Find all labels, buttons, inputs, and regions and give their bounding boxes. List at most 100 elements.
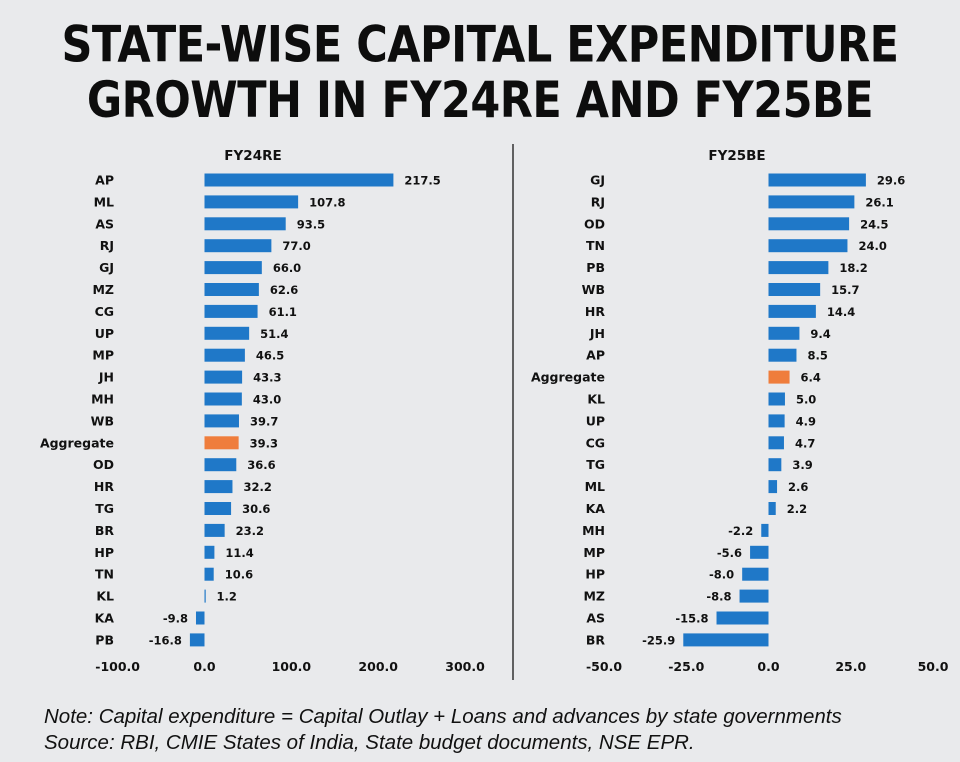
data-label: 217.5 bbox=[404, 174, 440, 188]
category-label: PB bbox=[95, 632, 114, 647]
category-label: KL bbox=[587, 392, 605, 407]
category-label: MP bbox=[583, 545, 605, 560]
chart-title: STATE-WISE CAPITAL EXPENDITURE GROWTH IN… bbox=[0, 18, 960, 128]
bar bbox=[768, 326, 800, 340]
data-label: 11.4 bbox=[225, 546, 253, 560]
category-label: ML bbox=[585, 479, 605, 494]
bar bbox=[204, 392, 242, 406]
category-label: GJ bbox=[99, 260, 114, 275]
data-label: 24.0 bbox=[858, 239, 886, 253]
category-label: OD bbox=[584, 216, 605, 231]
bar bbox=[204, 502, 232, 515]
data-label: 39.7 bbox=[250, 414, 278, 428]
data-label: -8.8 bbox=[706, 590, 731, 604]
data-label: 30.6 bbox=[242, 502, 270, 516]
category-label: HR bbox=[585, 304, 605, 319]
tick-label: -100.0 bbox=[95, 659, 140, 674]
bar bbox=[204, 523, 225, 537]
data-label: 8.5 bbox=[807, 349, 827, 363]
data-label: 62.6 bbox=[270, 283, 298, 297]
bar bbox=[739, 589, 769, 603]
category-label: Aggregate bbox=[40, 435, 114, 450]
category-label: UP bbox=[95, 326, 114, 341]
bar bbox=[742, 567, 769, 581]
bar-aggregate bbox=[204, 436, 239, 450]
data-label: 3.9 bbox=[792, 458, 812, 472]
category-label: RJ bbox=[100, 238, 114, 253]
bar bbox=[768, 458, 782, 472]
category-label: AP bbox=[95, 173, 114, 188]
bar bbox=[683, 633, 769, 647]
tick-label: 0.0 bbox=[757, 659, 779, 674]
chart-title-line-1: STATE-WISE CAPITAL EXPENDITURE bbox=[61, 16, 899, 75]
bar-aggregate bbox=[768, 370, 790, 384]
data-label: 23.2 bbox=[236, 524, 264, 538]
bar bbox=[768, 414, 785, 428]
category-label: KA bbox=[586, 501, 606, 516]
data-label: 24.5 bbox=[860, 217, 888, 231]
category-label: Aggregate bbox=[531, 370, 605, 385]
tick-label: 0.0 bbox=[193, 659, 215, 674]
chart-canvas: FY24RE AP 217.5 ML 107.8 AS 93.5 RJ 77.0 GJ 66.0 MZ… bbox=[40, 144, 949, 680]
data-label: -25.9 bbox=[642, 633, 675, 647]
data-label: 4.7 bbox=[795, 436, 815, 450]
bar bbox=[768, 283, 821, 296]
category-label: KL bbox=[96, 589, 114, 604]
data-label: -16.8 bbox=[149, 633, 182, 647]
bar bbox=[768, 195, 855, 209]
bar bbox=[204, 567, 214, 581]
category-label: PB bbox=[586, 260, 605, 275]
panel-title: FY25BE bbox=[708, 148, 765, 164]
bar bbox=[204, 261, 262, 275]
category-label: MH bbox=[91, 392, 114, 407]
bar bbox=[204, 304, 258, 318]
data-label: 1.2 bbox=[217, 590, 237, 604]
bar bbox=[204, 217, 286, 231]
bar bbox=[204, 545, 215, 559]
category-label: MZ bbox=[92, 282, 114, 297]
category-label: OD bbox=[93, 457, 114, 472]
panel-fy25be: FY25BE GJ 29.6 RJ 26.1 OD 24.5 TN 24.0 PB 18.2 WB 15… bbox=[531, 148, 949, 674]
category-label: TN bbox=[586, 238, 605, 253]
bar bbox=[716, 611, 769, 625]
bar bbox=[204, 283, 259, 296]
category-label: ML bbox=[94, 194, 114, 209]
bar bbox=[768, 436, 784, 450]
data-label: -9.8 bbox=[163, 612, 188, 626]
data-label: 61.1 bbox=[269, 305, 297, 319]
data-label: 2.2 bbox=[787, 502, 807, 516]
bar bbox=[768, 239, 848, 253]
tick-label: 100.0 bbox=[272, 659, 312, 674]
data-label: -2.2 bbox=[728, 524, 753, 538]
data-label: 29.6 bbox=[877, 174, 905, 188]
bar bbox=[204, 195, 299, 209]
data-label: 43.3 bbox=[253, 371, 281, 385]
category-label: AS bbox=[586, 611, 605, 626]
category-label: AS bbox=[95, 216, 114, 231]
tick-label: 300.0 bbox=[445, 659, 485, 674]
bar bbox=[204, 348, 245, 362]
footnote: Note: Capital expenditure = Capital Outl… bbox=[44, 704, 842, 756]
bar bbox=[204, 326, 250, 340]
bar bbox=[204, 414, 239, 428]
category-label: GJ bbox=[590, 173, 605, 188]
bar bbox=[204, 370, 243, 384]
bar bbox=[195, 611, 205, 625]
data-label: 43.0 bbox=[253, 393, 281, 407]
category-label: TG bbox=[95, 501, 114, 516]
category-label: RJ bbox=[591, 194, 605, 209]
bar bbox=[204, 480, 233, 494]
bar bbox=[750, 545, 769, 559]
data-label: 39.3 bbox=[250, 436, 278, 450]
tick-label: -25.0 bbox=[668, 659, 704, 674]
category-label: HP bbox=[94, 545, 114, 560]
data-label: 36.6 bbox=[247, 458, 275, 472]
data-label: 10.6 bbox=[225, 568, 253, 582]
category-label: UP bbox=[586, 413, 605, 428]
bar bbox=[768, 217, 850, 231]
data-label: 66.0 bbox=[273, 261, 301, 275]
data-label: 14.4 bbox=[827, 305, 855, 319]
category-label: MZ bbox=[583, 589, 605, 604]
bar bbox=[768, 502, 776, 515]
data-label: 46.5 bbox=[256, 349, 284, 363]
